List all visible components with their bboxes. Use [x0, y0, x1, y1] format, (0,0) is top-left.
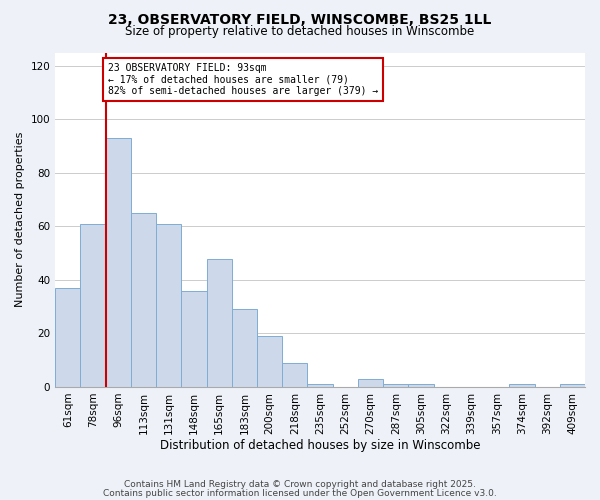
- Bar: [55, 288, 80, 387]
- Bar: [560, 384, 585, 387]
- Text: 23 OBSERVATORY FIELD: 93sqm
← 17% of detached houses are smaller (79)
82% of sem: 23 OBSERVATORY FIELD: 93sqm ← 17% of det…: [108, 63, 379, 96]
- Bar: [282, 363, 307, 387]
- Text: Contains HM Land Registry data © Crown copyright and database right 2025.: Contains HM Land Registry data © Crown c…: [124, 480, 476, 489]
- Y-axis label: Number of detached properties: Number of detached properties: [15, 132, 25, 308]
- X-axis label: Distribution of detached houses by size in Winscombe: Distribution of detached houses by size …: [160, 440, 481, 452]
- Bar: [156, 224, 181, 387]
- Bar: [358, 379, 383, 387]
- Bar: [131, 213, 156, 387]
- Bar: [383, 384, 409, 387]
- Bar: [257, 336, 282, 387]
- Bar: [232, 310, 257, 387]
- Text: 23, OBSERVATORY FIELD, WINSCOMBE, BS25 1LL: 23, OBSERVATORY FIELD, WINSCOMBE, BS25 1…: [109, 12, 491, 26]
- Bar: [106, 138, 131, 387]
- Text: Contains public sector information licensed under the Open Government Licence v3: Contains public sector information licen…: [103, 488, 497, 498]
- Bar: [206, 258, 232, 387]
- Bar: [509, 384, 535, 387]
- Bar: [409, 384, 434, 387]
- Text: Size of property relative to detached houses in Winscombe: Size of property relative to detached ho…: [125, 25, 475, 38]
- Bar: [307, 384, 332, 387]
- Bar: [181, 290, 206, 387]
- Bar: [80, 224, 106, 387]
